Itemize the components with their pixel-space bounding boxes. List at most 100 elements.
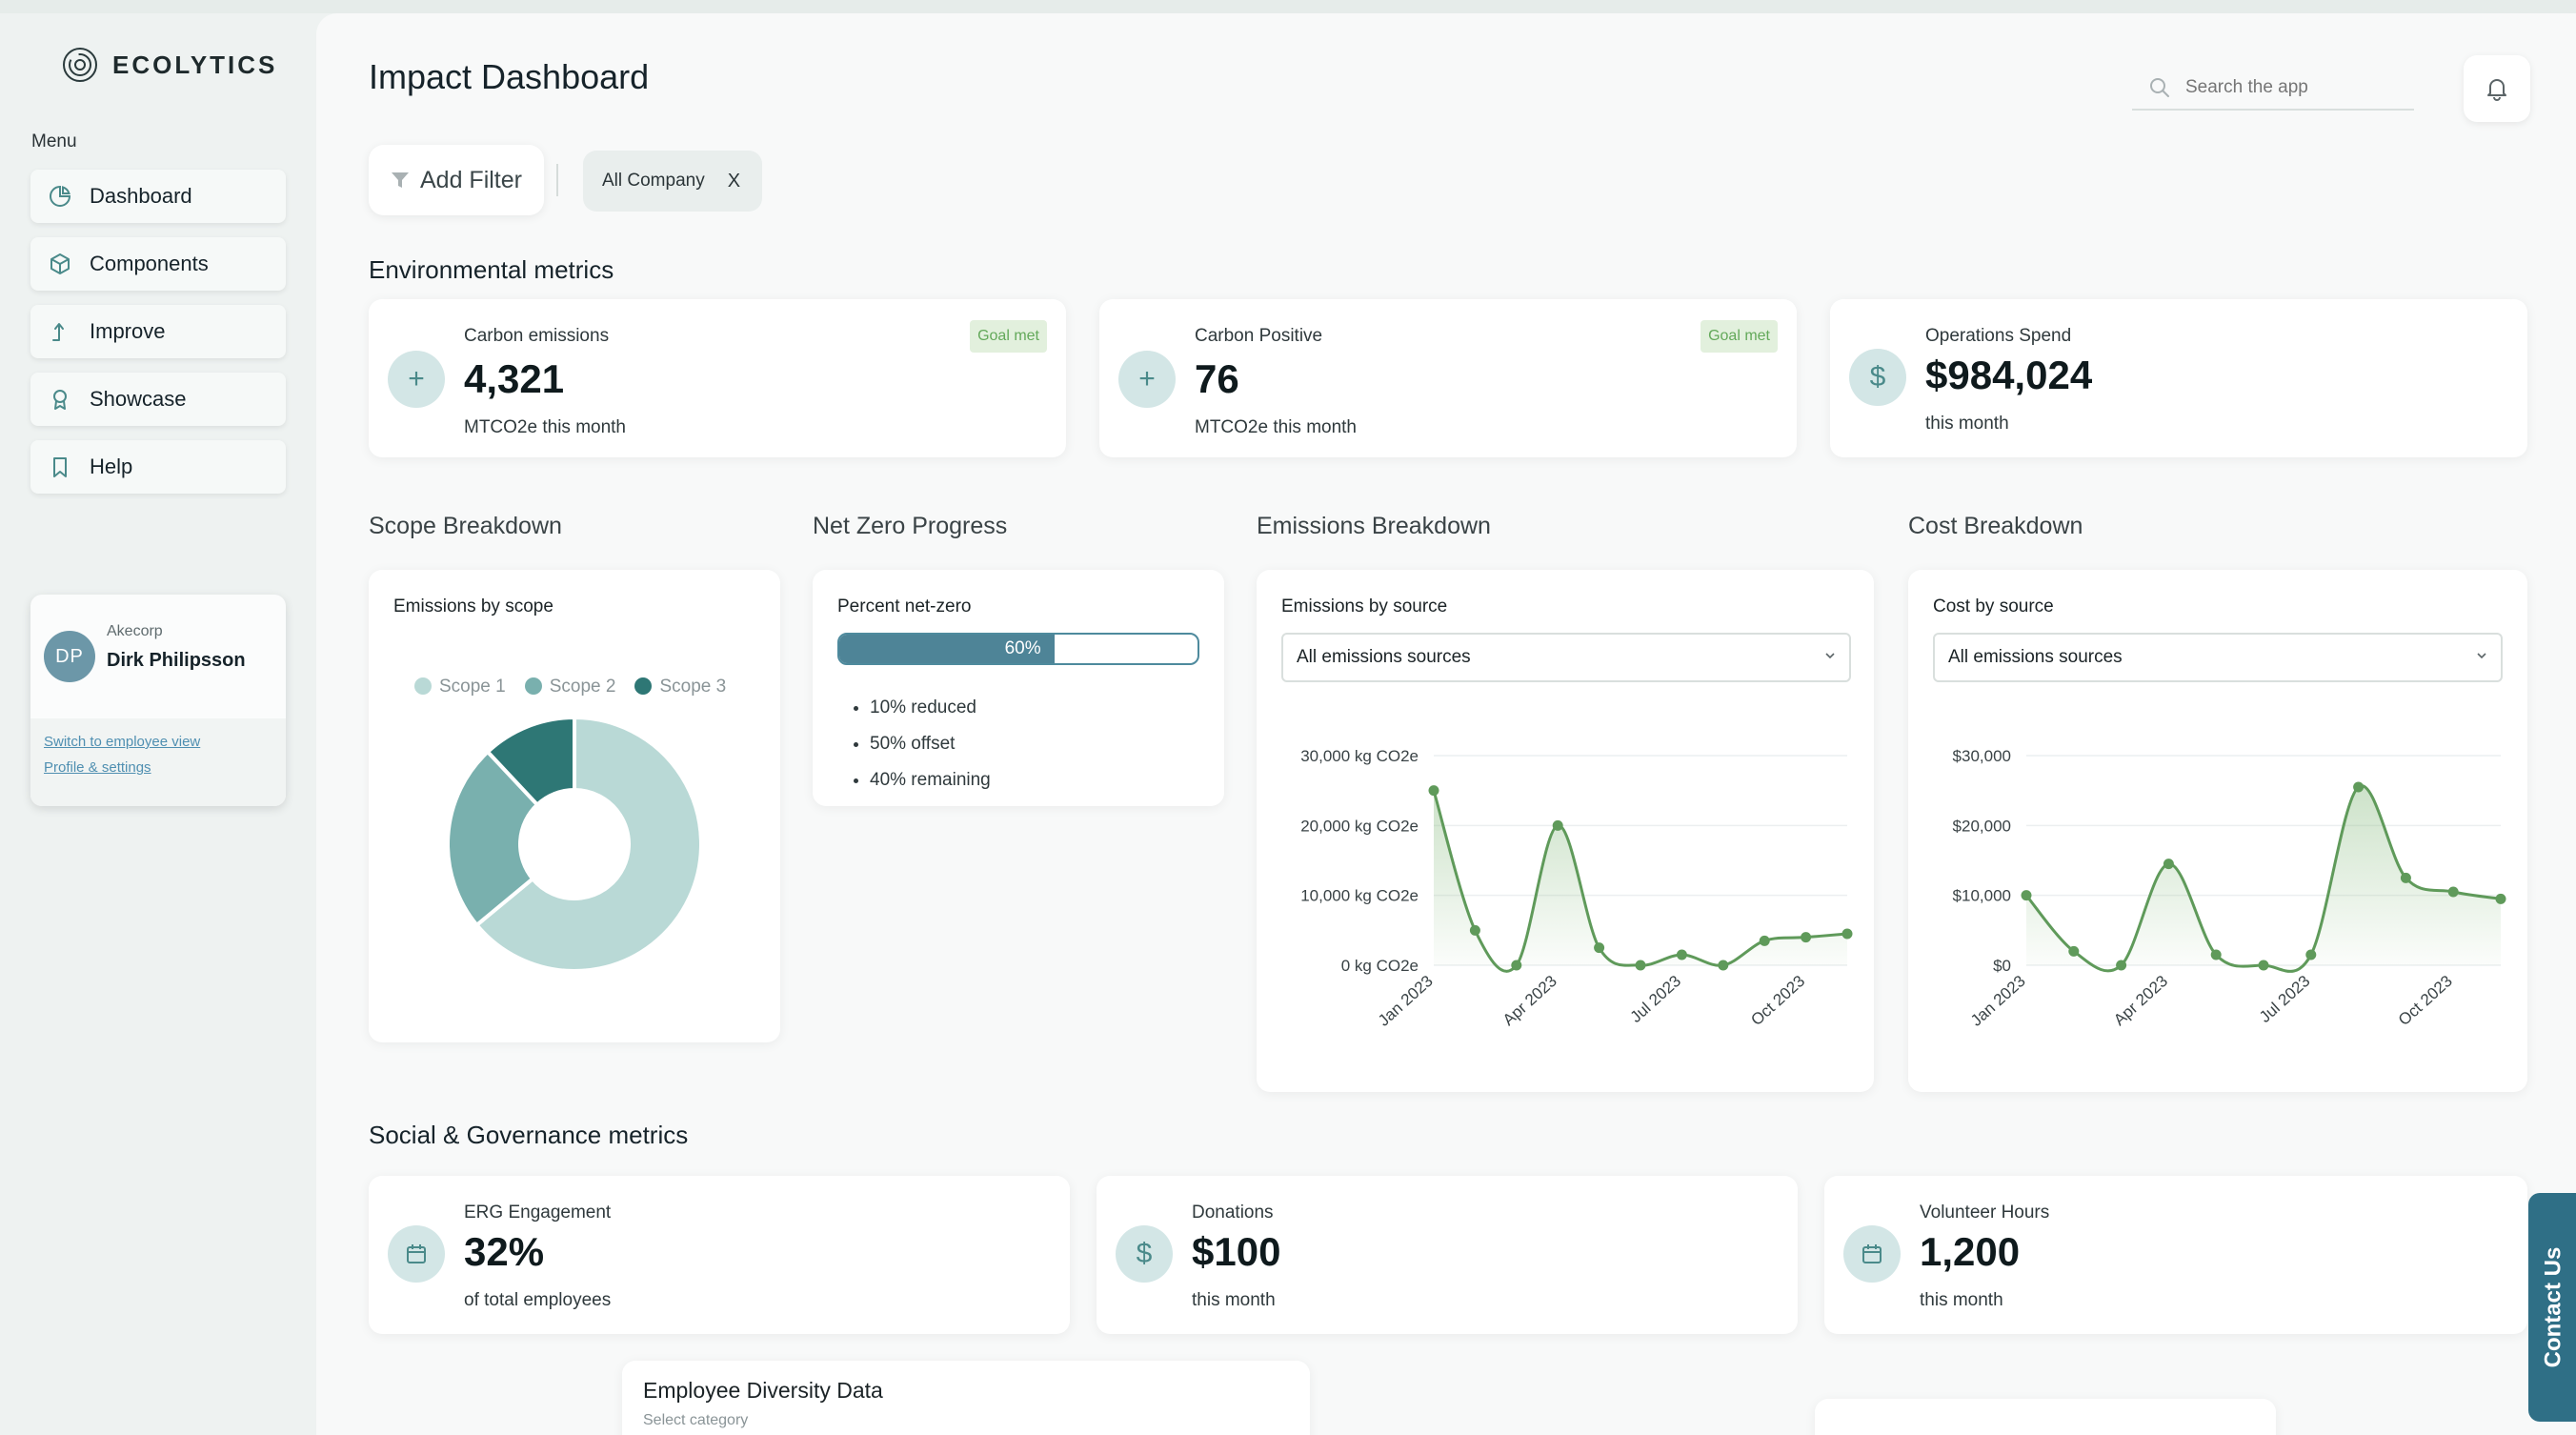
diversity-select[interactable]: Select category [643,1412,749,1428]
add-filter-button[interactable]: Add Filter [369,145,544,215]
netzero-card: Percent net-zero 60% 10% reduced 50% off… [813,570,1224,806]
metric-sub: this month [1192,1290,1276,1310]
metric-card-erg-engagement[interactable]: ERG Engagement 32% of total employees [369,1176,1070,1334]
x-tick-label: Oct 2023 [1747,972,1808,1029]
data-point[interactable] [2447,886,2459,898]
data-point[interactable] [1759,935,1770,946]
data-point[interactable] [1635,960,1646,971]
contact-us-label: Contact Us [2540,1246,2566,1368]
metric-value: $984,024 [1925,353,2093,397]
bullet-item: 50% offset [870,726,991,762]
metric-value: 32% [464,1229,545,1274]
scope-card-title: Emissions by scope [393,596,553,616]
x-tick-label: Jan 2023 [1967,972,2029,1030]
filter-chip[interactable]: All Company X [583,151,762,212]
main-panel: Impact Dashboard Add Filter All Company … [316,13,2576,1435]
metric-value: $100 [1192,1229,1281,1274]
x-tick-label: Jul 2023 [1627,972,1684,1026]
sidebar-item-dashboard[interactable]: Dashboard [30,170,286,223]
data-point[interactable] [1594,942,1605,954]
data-point[interactable] [2210,949,2222,960]
x-tick-label: Apr 2023 [2110,972,2171,1029]
data-point[interactable] [2116,960,2127,971]
metric-card-volunteer-hours[interactable]: Volunteer Hours 1,200 this month [1824,1176,2527,1334]
x-tick-label: Apr 2023 [1499,972,1560,1029]
sidebar-item-help[interactable]: Help [30,440,286,494]
award-icon [53,390,67,410]
arrow-up-icon [52,323,64,341]
cost-section-title: Cost Breakdown [1908,513,2083,539]
metric-label: ERG Engagement [464,1203,612,1223]
y-tick-label: $30,000 [1953,747,2011,765]
x-tick-label: Jan 2023 [1375,972,1437,1030]
data-point[interactable] [2163,859,2174,870]
sidebar-item-showcase[interactable]: Showcase [30,373,286,426]
data-point[interactable] [2495,893,2506,904]
legend-item-scope-2[interactable]: Scope 2 [524,677,615,697]
donut-slice-scope-1[interactable] [473,715,703,973]
profile-settings-link[interactable]: Profile & settings [44,759,151,776]
metric-label: Carbon emissions [464,326,610,346]
metric-card-carbon-emissions[interactable]: + Carbon emissions 4,321 MTCO2e this mon… [369,299,1066,457]
sidebar-item-components[interactable]: Components [30,237,286,291]
metric-value: 76 [1195,356,1239,401]
chip-close-icon[interactable]: X [727,170,741,192]
data-point[interactable] [1841,928,1853,940]
pie-chart-icon [50,185,71,207]
data-point[interactable] [1428,785,1439,797]
metric-card-donations[interactable]: $ Donations $100 this month [1097,1176,1798,1334]
netzero-bullets: 10% reduced 50% offset 40% remaining [870,690,991,798]
dollar-icon: $ [1849,349,1906,406]
add-filter-label: Add Filter [420,166,522,193]
legend-item-scope-1[interactable]: Scope 1 [414,677,506,697]
data-point[interactable] [2305,949,2317,960]
sidebar-nav: Dashboard Components Improve Showcase He… [30,170,286,508]
data-point[interactable] [1718,960,1729,971]
data-point[interactable] [1552,819,1563,831]
avatar[interactable]: DP [44,631,95,682]
data-point[interactable] [2258,960,2269,971]
sidebar-item-label: Dashboard [90,184,192,208]
emissions-source-select[interactable]: All emissions sources [1281,633,1851,682]
bell-icon [2487,79,2506,101]
data-point[interactable] [1676,949,1687,960]
user-name: Dirk Philipsson [107,650,246,671]
select-value: All emissions sources [1948,647,2123,667]
diversity-title: Employee Diversity Data [643,1378,883,1403]
sidebar-item-label: Showcase [90,387,187,411]
sidebar-item-improve[interactable]: Improve [30,305,286,358]
donut-slice-scope-3[interactable] [485,715,576,808]
data-point[interactable] [2353,781,2365,793]
donut-slice-scope-2[interactable] [446,749,540,928]
data-point[interactable] [1801,932,1812,943]
legend-item-scope-3[interactable]: Scope 3 [634,677,726,697]
notifications-button[interactable] [2464,55,2530,122]
app-logo[interactable]: ECOLYTICS [61,46,277,84]
metric-value: 1,200 [1920,1229,2021,1274]
search-bar[interactable] [2132,67,2414,111]
metric-sub: of total employees [464,1290,612,1310]
logo-icon [63,48,97,82]
metric-card-carbon-positive[interactable]: + Carbon Positive 76 MTCO2e this month G… [1099,299,1797,457]
cost-source-select[interactable]: All emissions sources [1933,633,2503,682]
data-point[interactable] [1469,924,1480,936]
sidebar-item-label: Components [90,252,209,275]
cost-card: Cost by source All emissions sources $30… [1908,570,2527,1092]
emissions-card: Emissions by source All emissions source… [1257,570,1874,1092]
y-tick-label: 30,000 kg CO2e [1300,747,1419,765]
switch-view-link[interactable]: Switch to employee view [44,734,201,750]
legend-swatch [524,677,542,695]
calendar-icon [388,1225,445,1283]
contact-us-tab[interactable]: Contact Us [2528,1193,2576,1422]
emissions-line-chart: 30,000 kg CO2e 20,000 kg CO2e 10,000 kg CO… [1300,747,1853,1030]
legend-swatch [634,677,653,695]
data-point[interactable] [1511,960,1522,971]
search-input[interactable] [2185,77,2395,98]
metric-card-operations-spend[interactable]: $ Operations Spend $984,024 this month [1830,299,2527,457]
data-point[interactable] [2068,945,2080,957]
user-card: DP Akecorp Dirk Philipsson Switch to emp… [30,595,286,806]
data-point[interactable] [2400,872,2411,883]
menu-label: Menu [31,131,77,152]
data-point[interactable] [2021,890,2032,901]
